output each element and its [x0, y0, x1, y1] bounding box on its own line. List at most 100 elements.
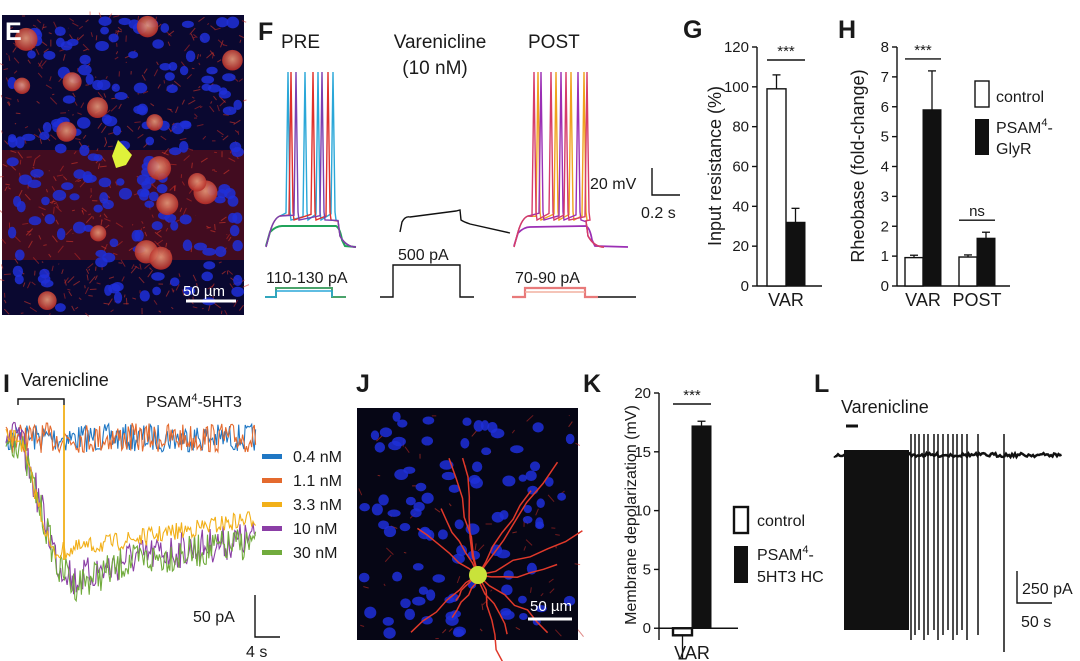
fiber	[35, 48, 40, 55]
dendrite	[477, 574, 508, 635]
nucleus	[160, 23, 170, 33]
fiber	[442, 628, 447, 634]
nucleus	[418, 586, 429, 595]
nucleus	[462, 417, 472, 426]
k-legend-psam-swatch	[734, 546, 748, 583]
h-legend-psam-label: PSAM4-	[996, 117, 1053, 137]
fiber	[76, 36, 79, 41]
fiber	[153, 300, 158, 305]
nucleus	[118, 17, 131, 26]
fiber	[128, 247, 134, 252]
fiber	[58, 77, 63, 83]
fiber	[144, 262, 152, 269]
nucleus	[133, 82, 148, 94]
nucleus	[394, 469, 409, 481]
labeled-cell	[90, 225, 107, 242]
fiber	[554, 629, 562, 637]
fiber	[210, 229, 216, 233]
fiber	[101, 125, 107, 134]
chart-g-plot: 0 20 40 60 80 100 120 VAR ***	[724, 39, 822, 310]
fiber	[209, 105, 215, 113]
fiber	[63, 293, 66, 299]
nucleus	[222, 106, 237, 116]
pre-spiking-trace	[265, 71, 357, 248]
nucleus	[156, 183, 168, 194]
fiber	[39, 138, 43, 144]
fiber	[0, 130, 3, 134]
fiber	[216, 129, 224, 136]
nucleus	[43, 50, 56, 60]
fiber	[477, 544, 485, 552]
fiber	[49, 200, 56, 204]
fiber	[27, 59, 31, 64]
fiber	[87, 263, 94, 269]
nucleus	[148, 191, 159, 202]
varenicline-voltage-trace	[399, 209, 511, 234]
fiber	[22, 222, 29, 225]
fiber	[95, 35, 98, 41]
panel-g-label: G	[683, 16, 702, 44]
fiber	[20, 312, 24, 314]
fiber	[51, 235, 58, 243]
fiber	[94, 76, 97, 78]
fiber	[88, 294, 93, 297]
nucleus	[383, 525, 397, 538]
nucleus	[114, 92, 128, 101]
fiber	[59, 165, 64, 172]
nucleus	[144, 200, 155, 208]
fiber	[36, 19, 42, 24]
nucleus	[108, 33, 119, 43]
fiber	[84, 312, 90, 317]
nucleus	[374, 442, 386, 453]
l-current-trace	[833, 434, 1062, 652]
fiber	[179, 207, 183, 213]
fiber	[88, 268, 91, 271]
pre-spiking-trace	[265, 71, 357, 248]
nucleus	[95, 40, 109, 52]
nucleus	[364, 606, 377, 619]
fiber	[49, 76, 52, 82]
fiber	[181, 289, 185, 296]
nucleus	[56, 228, 66, 241]
chart-k-plot: 0 5 10 15 20 VAR ***	[634, 385, 738, 661]
nucleus	[358, 572, 370, 583]
l-scale-time-label: 50 s	[1021, 614, 1051, 631]
significance-label: ***	[777, 43, 795, 60]
dendrite	[477, 530, 583, 576]
dendrite	[477, 490, 532, 576]
fiber	[175, 284, 180, 291]
fiber	[191, 96, 195, 99]
fiber	[196, 53, 199, 60]
fiber	[32, 24, 37, 27]
fiber	[77, 179, 82, 183]
nucleus	[370, 430, 380, 441]
nucleus	[397, 419, 408, 428]
fiber	[207, 284, 214, 290]
nucleus	[496, 549, 511, 559]
fiber	[223, 114, 229, 116]
fiber	[37, 72, 43, 78]
trace-30-nm	[5, 436, 257, 603]
fiber	[56, 174, 64, 177]
i-legend: 0.4 nM 1.1 nM 3.3 nM 10 nM 30 nM	[262, 449, 342, 562]
nucleus	[222, 73, 236, 82]
y-tick-label: 10	[634, 503, 651, 520]
fiber	[69, 18, 75, 22]
panel-h: H Rheobase (fold-change) 0 1 2 3 4 5 6 7 8 VAR ***…	[838, 16, 1053, 310]
fiber	[237, 130, 240, 135]
nucleus	[54, 143, 67, 154]
nucleus	[378, 494, 389, 506]
nucleus	[400, 598, 411, 609]
fiber	[85, 19, 89, 23]
fiber	[149, 267, 152, 271]
fiber	[233, 299, 239, 307]
fiber	[217, 39, 225, 46]
fiber	[376, 435, 383, 442]
fiber	[24, 300, 31, 305]
panel-i-label: I	[3, 370, 10, 398]
x-tick-label: VAR	[674, 643, 710, 661]
fiber	[386, 547, 394, 556]
fiber	[6, 53, 8, 55]
labeled-cell	[136, 15, 159, 38]
